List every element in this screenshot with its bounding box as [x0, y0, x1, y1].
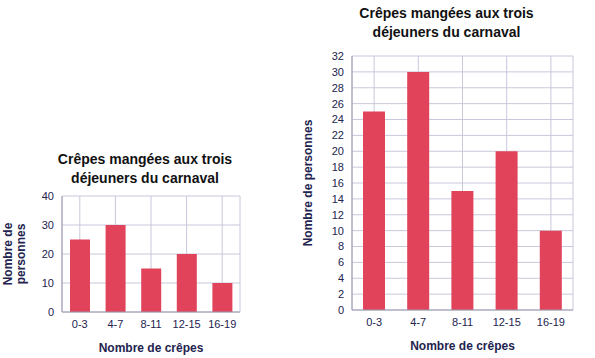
svg-text:14: 14 — [332, 193, 344, 205]
svg-text:10: 10 — [332, 225, 344, 237]
svg-text:18: 18 — [332, 161, 344, 173]
svg-text:30: 30 — [332, 66, 344, 78]
svg-text:32: 32 — [332, 50, 344, 62]
svg-text:28: 28 — [332, 82, 344, 94]
svg-text:26: 26 — [332, 98, 344, 110]
svg-text:20: 20 — [332, 145, 344, 157]
svg-text:0-3: 0-3 — [366, 316, 382, 328]
html-text:Crêpes mangées aux trois déjeu: Crêpes mangées aux trois déjeuners du ca… — [57, 151, 233, 186]
svg-text:4-7: 4-7 — [410, 316, 426, 328]
svg-text:Nombre de crêpes: Nombre de crêpes — [410, 339, 515, 353]
svg-text:Nombre de crêpes: Nombre de crêpes — [99, 341, 204, 355]
svg-text:6: 6 — [338, 256, 344, 268]
svg-text:Nombre depersonnes: Nombre depersonnes — [8, 222, 28, 285]
svg-text:4: 4 — [338, 272, 344, 284]
svg-text:Nombre de personnes: Nombre de personnes — [301, 119, 315, 246]
svg-text:12: 12 — [332, 209, 344, 221]
svg-text:10: 10 — [42, 277, 54, 289]
svg-text:8-11: 8-11 — [140, 318, 161, 330]
svg-text:0-3: 0-3 — [72, 318, 88, 330]
svg-text:22: 22 — [332, 129, 344, 141]
svg-text:4-7: 4-7 — [107, 318, 123, 330]
svg-text:0: 0 — [48, 306, 54, 318]
svg-text:8: 8 — [338, 240, 344, 252]
svg-text:16: 16 — [332, 177, 344, 189]
svg-text:30: 30 — [42, 219, 54, 231]
svg-text:12-15: 12-15 — [173, 318, 201, 330]
svg-text:16-19: 16-19 — [208, 318, 236, 330]
svg-text:2: 2 — [338, 288, 344, 300]
svg-text:12-15: 12-15 — [493, 316, 521, 328]
svg-text:20: 20 — [42, 248, 54, 260]
svg-text:8-11: 8-11 — [452, 316, 473, 328]
html-text:Crêpes mangées aux trois déjeu: Crêpes mangées aux trois déjeuners du ca… — [359, 5, 534, 40]
svg-text:40: 40 — [42, 190, 54, 202]
svg-text:16-19: 16-19 — [537, 316, 565, 328]
svg-text:24: 24 — [332, 113, 344, 125]
svg-text:0: 0 — [338, 304, 344, 316]
